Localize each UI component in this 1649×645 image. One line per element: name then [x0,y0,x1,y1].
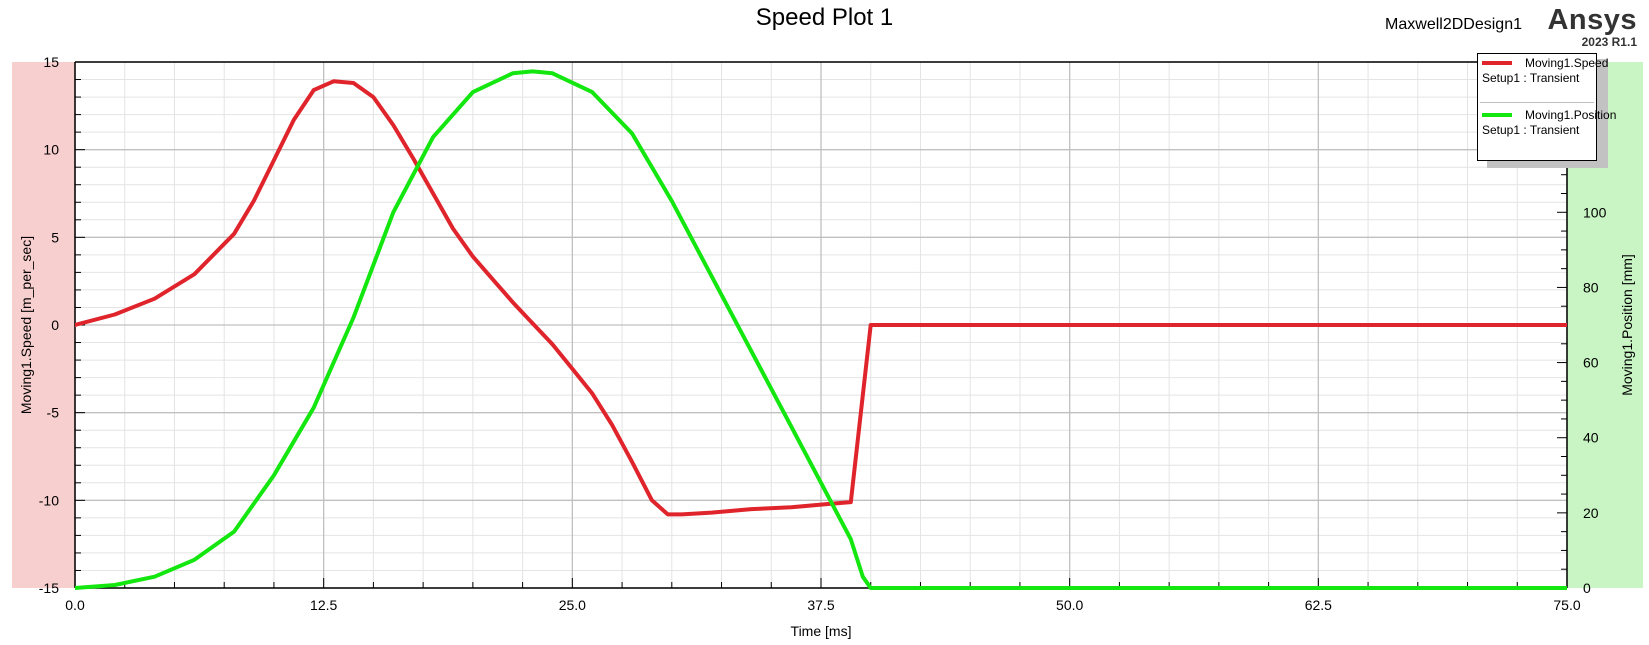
legend-name-position: Moving1.Position [1525,108,1617,122]
y-tick-label: -5 [47,405,60,421]
series-line-moving1-speed [75,79,1567,517]
x-tick-label: 0.0 [65,597,85,613]
legend-swatch-position [1482,113,1512,117]
y2-axis-label: Moving1.Position [mm] [1619,254,1635,396]
x-tick-label: 75.0 [1553,597,1580,613]
y-tick-label: -15 [39,580,59,596]
legend-setup-position: Setup1 : Transient [1482,123,1580,137]
x-tick-labels: 0.0 12.5 25.0 37.5 50.0 62.5 75.0 [65,597,1581,613]
x-tick-label: 25.0 [559,597,586,613]
legend-divider [1480,102,1594,103]
legend-swatch-speed [1482,61,1512,65]
legend-setup-speed: Setup1 : Transient [1482,71,1580,85]
series-layer [75,69,1567,590]
brand-logo: Ansys [1547,4,1637,36]
y-tick-label: 5 [51,229,59,245]
y-tick-label: -10 [39,492,59,508]
y2-tick-label: 40 [1583,430,1599,446]
series-line-moving1-position [75,69,1567,590]
x-axis-label: Time [ms] [791,623,852,639]
x-tick-label: 37.5 [807,597,834,613]
y2-tick-label: 20 [1583,505,1599,521]
y-axis-label: Moving1.Speed [m_per_sec] [18,236,34,414]
y-tick-label: 10 [43,142,59,158]
y2-tick-label: 0 [1583,580,1591,596]
legend-name-speed: Moving1.Speed [1525,56,1609,70]
y2-tick-label: 60 [1583,355,1599,371]
legend[interactable]: Moving1.Speed Setup1 : Transient Moving1… [1477,53,1616,161]
design-name: Maxwell2DDesign1 [1385,16,1522,33]
x-tick-label: 62.5 [1305,597,1332,613]
left-axis-band [12,62,75,588]
y-tick-labels: 15 10 5 0 -5 -10 -15 [39,54,59,596]
y2-tick-label: 100 [1583,204,1607,220]
y2-tick-label: 80 [1583,279,1599,295]
version-label: 2023 R1.1 [1581,35,1637,49]
chart-title: Speed Plot 1 [755,4,894,31]
x-tick-label: 12.5 [310,597,337,613]
y-tick-label: 15 [43,54,59,70]
y2-tick-labels: 100 80 60 40 20 0 [1583,204,1607,596]
y-tick-label: 0 [51,317,59,333]
x-tick-label: 50.0 [1056,597,1083,613]
